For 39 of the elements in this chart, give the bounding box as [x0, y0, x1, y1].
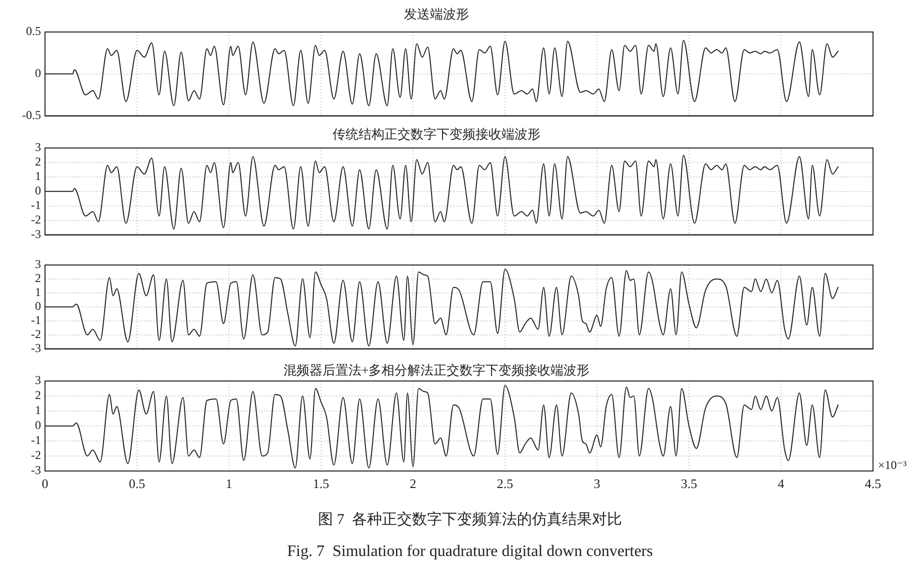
y-tick-label: 0 — [35, 418, 41, 432]
caption: Fig. 7 Simulation for quadrature digital down converters — [286, 542, 654, 562]
chart-title: 传统结构正交数字下变频接收端波形 — [332, 126, 540, 142]
chart-title: 混频器后置法+多相分解法正交数字下变频接收端波形 — [283, 362, 590, 378]
y-tick-label: 2 — [35, 271, 41, 286]
y-tick-label: 0 — [35, 184, 41, 198]
x-tick-label: 4 — [778, 476, 785, 492]
y-tick-label: -2 — [31, 448, 41, 462]
y-tick-label: -1 — [31, 313, 41, 328]
x-tick-label: 3.5 — [680, 476, 698, 492]
y-tick-label: 1 — [35, 403, 41, 418]
y-tick-label: 2 — [35, 154, 41, 169]
y-tick-label: -1 — [31, 433, 41, 448]
y-tick-label: 1 — [35, 285, 41, 300]
y-tick-label: 1 — [35, 169, 41, 184]
x-tick-label: 0.5 — [128, 476, 146, 492]
y-tick-label: 0 — [35, 66, 41, 80]
y-tick-label: 3 — [35, 257, 41, 272]
x-axis-title: ×10⁻³ — [878, 458, 908, 472]
y-tick-label: -3 — [31, 463, 41, 478]
y-tick-label: -3 — [31, 340, 41, 355]
x-tick-label: 3 — [594, 476, 600, 492]
y-tick-label: -2 — [31, 326, 41, 341]
x-tick-label: 1 — [226, 476, 232, 492]
caption: 图 7 各种正交数字下变频算法的仿真结果对比 — [317, 510, 623, 530]
y-tick-label: 2 — [35, 388, 41, 402]
y-tick-label: 3 — [35, 373, 41, 388]
y-tick-label: 0.5 — [26, 24, 41, 38]
y-tick-label: -1 — [31, 198, 41, 212]
y-tick-label: -2 — [31, 212, 41, 226]
y-tick-label: -3 — [31, 226, 41, 241]
x-tick-label: 4.5 — [864, 476, 882, 492]
y-tick-label: 0 — [35, 299, 41, 314]
x-tick-label: 1.5 — [312, 476, 330, 492]
y-tick-label: 3 — [35, 140, 41, 154]
chart-title: 发送端波形 — [404, 6, 469, 22]
x-tick-label: 2 — [410, 476, 416, 492]
y-tick-label: -0.5 — [22, 108, 41, 122]
x-tick-label: 2.5 — [496, 476, 514, 492]
